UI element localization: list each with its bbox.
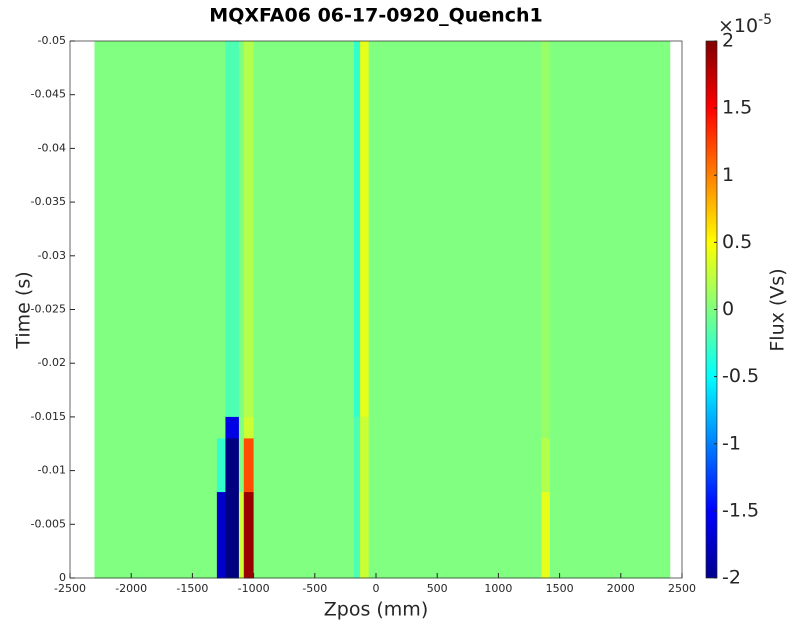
heat-cell bbox=[353, 438, 361, 493]
colorbar-exponent: ×10-5 bbox=[718, 12, 772, 37]
colorbar-tick-label: 0 bbox=[722, 298, 734, 320]
colorbar-tick-label: -2 bbox=[722, 567, 741, 589]
y-tick-label: -0.03 bbox=[38, 249, 66, 262]
heat-cell bbox=[243, 416, 255, 439]
y-axis-label: Time (s) bbox=[13, 271, 35, 349]
chart-title: MQXFA06 06-17-0920_Quench1 bbox=[209, 5, 542, 27]
heat-cell bbox=[243, 438, 255, 493]
multiplier: ×10 bbox=[718, 15, 758, 37]
heat-cell bbox=[360, 438, 370, 493]
x-tick-label: 1000 bbox=[484, 582, 512, 595]
heat-cell bbox=[243, 492, 255, 579]
heat-cell bbox=[353, 416, 361, 439]
y-tick-label: 0 bbox=[59, 571, 66, 584]
y-tick-label: -0.02 bbox=[38, 356, 66, 369]
heat-cell bbox=[216, 492, 226, 579]
y-tick-label: -0.035 bbox=[31, 195, 66, 208]
heat-cell bbox=[225, 416, 240, 439]
heat-cell bbox=[353, 492, 361, 579]
heat-cell bbox=[216, 416, 226, 439]
y-tick-label: -0.005 bbox=[31, 517, 66, 530]
x-tick-label: 0 bbox=[373, 582, 380, 595]
colorbar-tick-label: -1 bbox=[722, 432, 741, 454]
heat-cell bbox=[541, 41, 551, 418]
heat-cell bbox=[549, 492, 671, 579]
colorbar-tick-label: 1.5 bbox=[722, 97, 752, 119]
heat-cell bbox=[94, 416, 212, 439]
exponent: -5 bbox=[758, 12, 772, 28]
heat-cell bbox=[360, 416, 370, 439]
heat-cell bbox=[360, 492, 370, 579]
heat-cell bbox=[94, 41, 212, 418]
heat-cell bbox=[243, 41, 255, 418]
heat-cell bbox=[253, 41, 346, 418]
x-tick-label: -2000 bbox=[115, 582, 147, 595]
heat-cell bbox=[345, 492, 355, 579]
heat-cell bbox=[368, 492, 542, 579]
heat-cell bbox=[210, 41, 218, 418]
heat-cell bbox=[210, 416, 218, 439]
x-axis-label: Zpos (mm) bbox=[324, 599, 428, 621]
heat-cell bbox=[368, 41, 542, 418]
heat-cell bbox=[238, 416, 245, 439]
heat-cell bbox=[368, 416, 542, 439]
y-tick-label: -0.04 bbox=[38, 141, 66, 154]
heat-cell bbox=[238, 492, 245, 579]
heat-cell bbox=[345, 438, 355, 493]
colorbar-label: Flux (Vs) bbox=[767, 268, 789, 351]
heat-cell bbox=[210, 438, 218, 493]
heat-cell bbox=[549, 416, 671, 439]
heat-cell bbox=[253, 492, 346, 579]
x-tick-label: -500 bbox=[302, 582, 327, 595]
heat-cell bbox=[210, 492, 218, 579]
heat-cell bbox=[345, 416, 355, 439]
x-tick-label: 1500 bbox=[546, 582, 574, 595]
heat-cell bbox=[353, 41, 361, 418]
y-tick-label: -0.045 bbox=[31, 88, 66, 101]
heat-cell bbox=[549, 41, 671, 418]
y-tick-label: -0.01 bbox=[38, 464, 66, 477]
x-tick-label: -1500 bbox=[176, 582, 208, 595]
colorbar-tick-label: -0.5 bbox=[722, 365, 759, 387]
heat-cell bbox=[94, 492, 212, 579]
x-tick-label: 2000 bbox=[607, 582, 635, 595]
colorbar-tick-label: 0.5 bbox=[722, 231, 752, 253]
colorbar-tick-label: 1 bbox=[722, 164, 734, 186]
heat-cell bbox=[541, 416, 551, 439]
x-tick-label: -2500 bbox=[54, 582, 86, 595]
heat-cell bbox=[253, 438, 346, 493]
heat-cell bbox=[238, 41, 245, 418]
colorbar bbox=[706, 41, 717, 578]
heat-cell bbox=[216, 41, 226, 418]
heat-cell bbox=[360, 41, 370, 418]
heat-cell bbox=[225, 41, 240, 418]
heat-cell bbox=[94, 438, 212, 493]
heat-cell bbox=[549, 438, 671, 493]
heat-cell bbox=[541, 492, 551, 579]
heat-cell bbox=[368, 438, 542, 493]
heat-cell bbox=[216, 438, 226, 493]
heat-cell bbox=[225, 438, 240, 493]
colorbar-tick-label: -1.5 bbox=[722, 499, 759, 521]
heat-cell bbox=[238, 438, 245, 493]
colorbar-tick-label: 2 bbox=[722, 30, 734, 52]
x-tick-label: -1000 bbox=[238, 582, 270, 595]
heat-cell bbox=[541, 438, 551, 493]
y-tick-label: -0.025 bbox=[31, 303, 66, 316]
y-tick-label: -0.015 bbox=[31, 410, 66, 423]
heat-cell bbox=[345, 41, 355, 418]
y-tick-label: -0.05 bbox=[38, 34, 66, 47]
x-tick-label: 500 bbox=[427, 582, 448, 595]
heat-cell bbox=[225, 492, 240, 579]
heat-cell bbox=[253, 416, 346, 439]
x-tick-label: 2500 bbox=[668, 582, 696, 595]
